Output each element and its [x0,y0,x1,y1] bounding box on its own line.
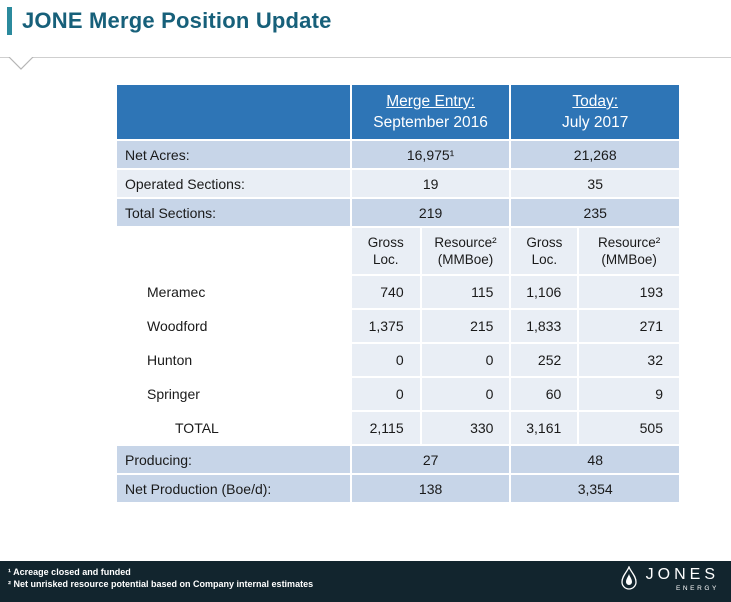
row-label: TOTAL [115,410,352,446]
row-label: Total Sections: [115,197,352,228]
header-today-date: July 2017 [562,114,629,131]
chevron-down-icon [8,57,34,70]
cell-today-value: 21,268 [509,139,681,170]
subheader-text: Gross [367,235,404,250]
header-merge-entry-date: September 2016 [373,114,488,131]
table-row-producing: Producing: 27 48 [115,444,681,475]
table-row-net-acres: Net Acres: 16,975¹ 21,268 [115,139,681,170]
subheader-gross-loc: Gross Loc. [349,226,422,276]
footnotes: ¹ Acreage closed and funded ² Net unrisk… [8,566,313,590]
title-divider [0,57,731,58]
row-label: Producing: [115,444,352,475]
logo-name: JONES [645,566,719,583]
subheader-resource: Resource² (MMBoe) [577,226,681,276]
cell-merge-entry-value: 27 [349,444,512,475]
cell-merge-entry-value: 16,975¹ [349,139,512,170]
subheader-text: Gross [526,235,563,250]
row-label: Springer [115,376,352,412]
row-label: Woodford [115,308,352,344]
subheader-text: Loc. [372,252,399,267]
cell-merge-entry-value: 138 [349,473,512,504]
slide-header: JONE Merge Position Update [7,7,332,35]
subheader-text: Resource² [434,235,497,250]
cell-value: 0 [419,376,512,412]
subheader-text: (MMBoe) [437,252,494,267]
subheader-text: Loc. [531,252,558,267]
cell-value: 740 [349,274,422,310]
cell-value: 1,833 [509,308,580,344]
logo-text: JONES ENERGY [646,566,719,592]
cell-value: 0 [349,376,422,412]
header-today: Today: July 2017 [509,83,681,141]
table-row-net-production: Net Production (Boe/d): 138 3,354 [115,473,681,504]
jones-energy-logo: JONES ENERGY [619,566,719,592]
cell-value: 0 [419,342,512,378]
header-merge-entry: Merge Entry: September 2016 [349,83,512,141]
header-corner-cell [115,83,352,141]
row-label: Meramec [115,274,352,310]
row-label: Net Production (Boe/d): [115,473,352,504]
subheader-text: (MMBoe) [601,252,657,267]
table-row-springer: Springer 0 0 60 9 [115,376,681,412]
title-accent-bar [7,7,12,35]
cell-value: 9 [577,376,681,412]
position-table: Merge Entry: September 2016 Today: July … [115,83,681,504]
subheader-resource: Resource² (MMBoe) [419,226,512,276]
cell-value: 60 [509,376,580,412]
cell-value: 252 [509,342,580,378]
table-row-total-sections: Total Sections: 219 235 [115,197,681,228]
subheader-gross-loc: Gross Loc. [509,226,580,276]
cell-value: 505 [577,410,681,446]
cell-today-value: 235 [509,197,681,228]
page-title: JONE Merge Position Update [22,8,332,33]
cell-value: 193 [577,274,681,310]
table-row-total: TOTAL 2,115 330 3,161 505 [115,410,681,446]
cell-value: 2,115 [349,410,422,446]
cell-merge-entry-value: 219 [349,197,512,228]
table-row-woodford: Woodford 1,375 215 1,833 271 [115,308,681,344]
footnote-2: ² Net unrisked resource potential based … [8,579,314,589]
header-merge-entry-title: Merge Entry: [386,93,475,110]
subheader-empty-cell [115,226,352,276]
row-label: Hunton [115,342,352,378]
cell-value: 3,161 [509,410,580,446]
slide-footer: ¹ Acreage closed and funded ² Net unrisk… [0,561,731,602]
table-header-row: Merge Entry: September 2016 Today: July … [115,83,681,141]
cell-value: 0 [349,342,422,378]
row-label: Operated Sections: [115,168,352,199]
table-subheader-row: Gross Loc. Resource² (MMBoe) Gross Loc. … [115,226,681,276]
subheader-text: Resource² [598,235,661,250]
row-label: Net Acres: [115,139,352,170]
cell-today-value: 35 [509,168,681,199]
cell-value: 1,375 [349,308,422,344]
cell-value: 271 [577,308,681,344]
cell-value: 215 [419,308,512,344]
cell-value: 32 [577,342,681,378]
header-today-title: Today: [572,93,619,110]
cell-value: 115 [419,274,512,310]
cell-today-value: 48 [509,444,681,475]
table-row-hunton: Hunton 0 0 252 32 [115,342,681,378]
footnote-1: ¹ Acreage closed and funded [8,567,131,577]
table-row-meramec: Meramec 740 115 1,106 193 [115,274,681,310]
table-row-operated-sections: Operated Sections: 19 35 [115,168,681,199]
cell-value: 1,106 [509,274,580,310]
logo-subtitle: ENERGY [675,585,719,592]
cell-merge-entry-value: 19 [349,168,512,199]
cell-today-value: 3,354 [509,473,681,504]
cell-value: 330 [419,410,512,446]
flame-icon [621,566,637,590]
